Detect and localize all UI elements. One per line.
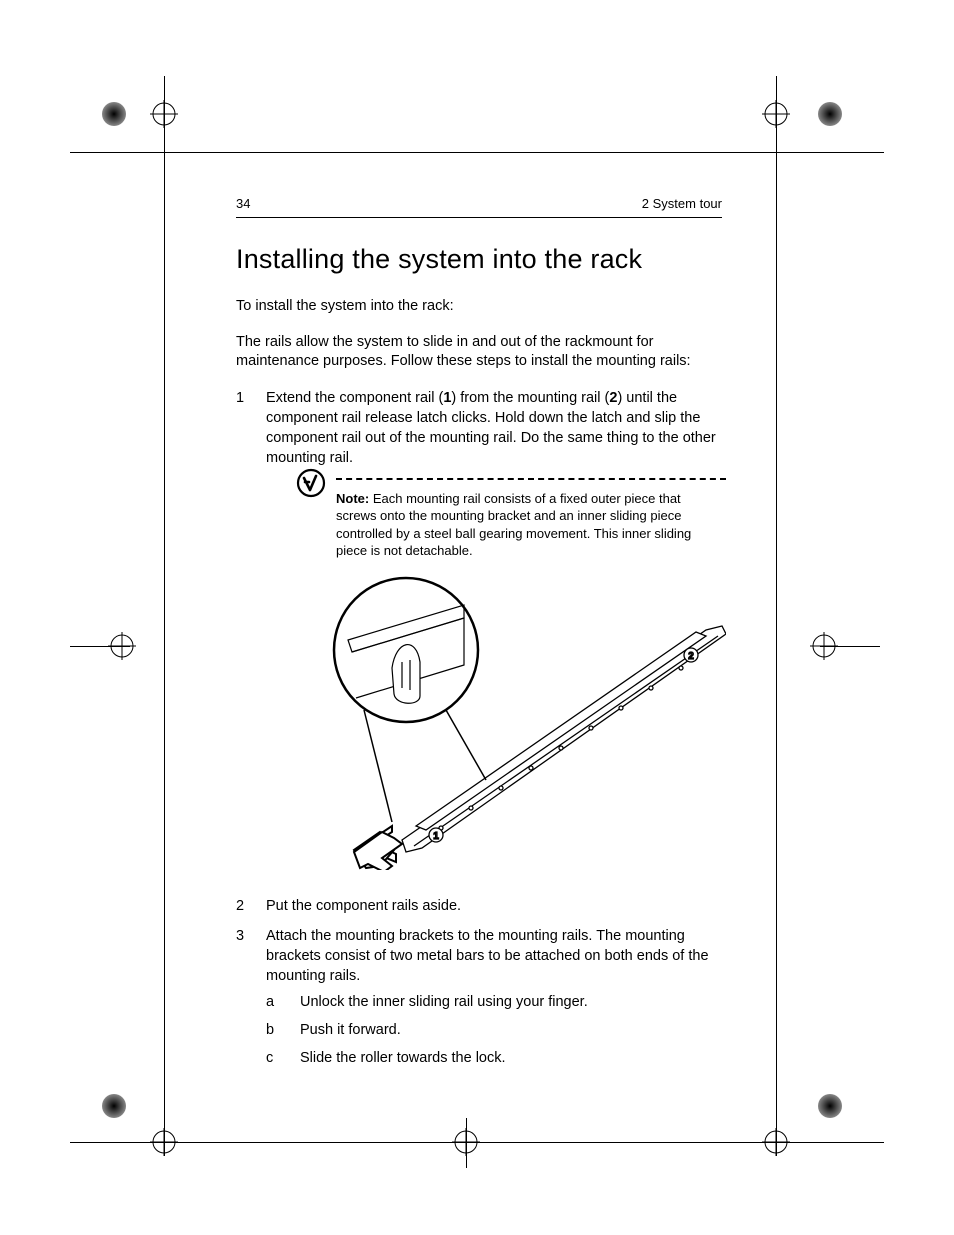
note-icon — [296, 468, 326, 498]
step-2: 2 Put the component rails aside. — [236, 896, 722, 916]
svg-text:1: 1 — [433, 831, 439, 842]
substep-c: cSlide the roller towards the lock. — [266, 1048, 722, 1068]
substeps: aUnlock the inner sliding rail using you… — [266, 992, 722, 1068]
registration-mark — [816, 1092, 844, 1120]
section-label: 2 System tour — [642, 196, 722, 211]
page: 34 2 System tour Installing the system i… — [0, 0, 954, 1235]
note-body: Each mounting rail consists of a fixed o… — [336, 491, 691, 559]
steps-list: 1 Extend the component rail (1) from the… — [236, 388, 722, 1076]
registration-mark — [100, 100, 128, 128]
content-column: 34 2 System tour Installing the system i… — [236, 196, 722, 1086]
crop-line — [70, 152, 884, 153]
page-title: Installing the system into the rack — [236, 244, 722, 275]
registration-mark — [816, 100, 844, 128]
crop-line — [466, 1118, 467, 1168]
crop-line — [776, 76, 777, 1156]
rail-figure: 1 2 — [296, 570, 726, 870]
note-label: Note: — [336, 491, 369, 506]
step-3-text: Attach the mounting brackets to the moun… — [266, 928, 709, 984]
step-1: 1 Extend the component rail (1) from the… — [236, 388, 722, 886]
note-block: Note: Each mounting rail consists of a f… — [296, 478, 726, 560]
step-1-text: Extend the component rail ( — [266, 390, 443, 406]
crop-line — [820, 646, 880, 647]
crop-line — [70, 1142, 884, 1143]
intro-line: To install the system into the rack: — [236, 297, 722, 317]
note-divider — [336, 478, 726, 480]
svg-text:2: 2 — [688, 651, 694, 662]
header-rule — [236, 217, 722, 218]
page-number: 34 — [236, 196, 250, 211]
substep-b: bPush it forward. — [266, 1020, 722, 1040]
crop-line — [70, 646, 130, 647]
substep-a: aUnlock the inner sliding rail using you… — [266, 992, 722, 1012]
crop-line — [164, 76, 165, 1156]
step-3: 3 Attach the mounting brackets to the mo… — [236, 926, 722, 1076]
registration-mark — [100, 1092, 128, 1120]
intro-paragraph: The rails allow the system to slide in a… — [236, 333, 722, 372]
